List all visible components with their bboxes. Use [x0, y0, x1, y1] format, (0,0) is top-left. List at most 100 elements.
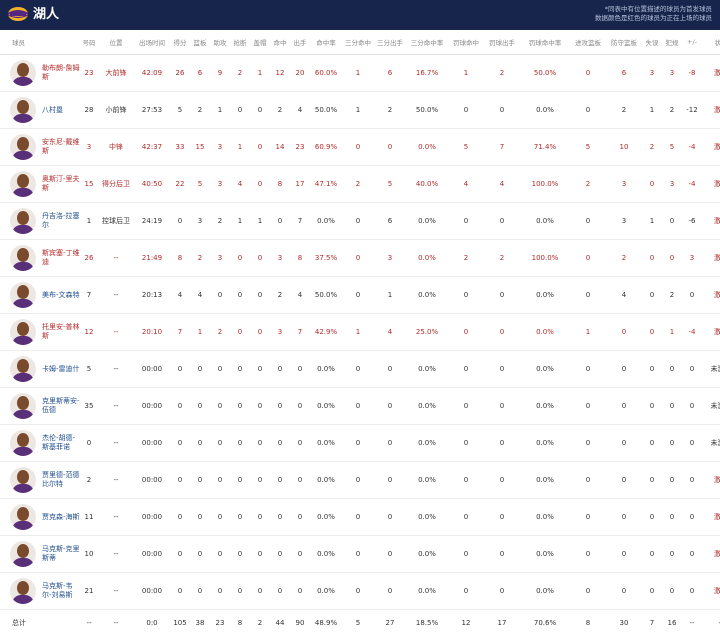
- cell-fgm: 14: [270, 129, 290, 166]
- column-header: 罚球命中: [448, 30, 484, 55]
- player-cell[interactable]: 克里斯蒂安-伍德: [0, 388, 80, 425]
- cell-num: 12: [80, 314, 98, 351]
- cell-blk: 0: [250, 314, 270, 351]
- player-name-link[interactable]: 贾里德-范德比尔特: [42, 471, 80, 489]
- cell-fgm: 3: [270, 240, 290, 277]
- cell-fgp: 47.1%: [310, 166, 342, 203]
- cell-tpm: 0: [342, 129, 374, 166]
- cell-ftm: 12: [448, 610, 484, 636]
- cell-dreb: 10: [606, 129, 642, 166]
- player-cell[interactable]: 八村塁: [0, 92, 80, 129]
- cell-min: 20:13: [134, 277, 170, 314]
- player-cell[interactable]: 卡姆-雷迪什: [0, 351, 80, 388]
- player-cell[interactable]: 勒布朗-詹姆斯: [0, 55, 80, 92]
- cell-ftp: 0.0%: [520, 388, 570, 425]
- cell-tpa: 0: [374, 499, 406, 536]
- cell-ftm: 1: [448, 55, 484, 92]
- cell-pts: 0: [170, 536, 190, 573]
- cell-pts: 0: [170, 203, 190, 240]
- player-cell[interactable]: 美布-文森特: [0, 277, 80, 314]
- cell-pos: --: [98, 462, 134, 499]
- player-name-link[interactable]: 卡姆-雷迪什: [42, 365, 80, 374]
- player-name-link[interactable]: 勒布朗-詹姆斯: [42, 64, 80, 82]
- cell-fgm: 0: [270, 203, 290, 240]
- cell-pos: --: [98, 240, 134, 277]
- cell-fga: 17: [290, 166, 310, 203]
- cell-ast: 0: [210, 425, 230, 462]
- column-header: 三分命中率: [406, 30, 448, 55]
- player-status: 激活: [702, 573, 720, 610]
- cell-blk: 0: [250, 462, 270, 499]
- cell-ftm: 0: [448, 92, 484, 129]
- player-name-link[interactable]: 杰伦-胡德-斯基菲诺: [42, 434, 80, 452]
- player-name-link[interactable]: 奥斯汀-里夫斯: [42, 175, 80, 193]
- player-cell[interactable]: 贾里德-范德比尔特: [0, 462, 80, 499]
- player-name-link[interactable]: 八村塁: [42, 106, 80, 115]
- cell-reb: 3: [190, 203, 210, 240]
- player-avatar: [10, 430, 36, 456]
- cell-fta: 0: [484, 425, 520, 462]
- cell-pm: 3: [682, 240, 702, 277]
- player-cell[interactable]: 马克斯-韦尔-刘易斯: [0, 573, 80, 610]
- cell-pts: 8: [170, 240, 190, 277]
- player-cell[interactable]: 斯宾塞-丁维迪: [0, 240, 80, 277]
- cell-stl: 0: [230, 351, 250, 388]
- cell-fgp: 0.0%: [310, 351, 342, 388]
- cell-ast: 3: [210, 129, 230, 166]
- player-name-link[interactable]: 马克斯-韦尔-刘易斯: [42, 582, 80, 600]
- player-name-link[interactable]: 安东尼-戴维斯: [42, 138, 80, 156]
- player-name-link[interactable]: 贾克森-海斯: [42, 513, 80, 522]
- player-cell[interactable]: 丹吉洛-拉塞尔: [0, 203, 80, 240]
- cell-pm: 0: [682, 462, 702, 499]
- player-name-link[interactable]: 丹吉洛-拉塞尔: [42, 212, 80, 230]
- cell-num: 28: [80, 92, 98, 129]
- cell-num: 35: [80, 388, 98, 425]
- cell-pts: 0: [170, 462, 190, 499]
- cell-blk: 0: [250, 92, 270, 129]
- cell-tpp: 16.7%: [406, 55, 448, 92]
- player-name-link[interactable]: 斯宾塞-丁维迪: [42, 249, 80, 267]
- cell-fgm: 0: [270, 388, 290, 425]
- player-status: 激活: [702, 314, 720, 351]
- player-cell[interactable]: 奥斯汀-里夫斯: [0, 166, 80, 203]
- cell-tov: 0: [642, 573, 662, 610]
- cell-tpp: 0.0%: [406, 499, 448, 536]
- player-cell[interactable]: 安东尼-戴维斯: [0, 129, 80, 166]
- cell-fta: 0: [484, 499, 520, 536]
- cell-ftm: 0: [448, 499, 484, 536]
- cell-dreb: 6: [606, 55, 642, 92]
- cell-stl: 1: [230, 129, 250, 166]
- player-name-link[interactable]: 美布-文森特: [42, 291, 80, 300]
- player-name-link[interactable]: 马克斯-克里斯蒂: [42, 545, 80, 563]
- cell-num: 11: [80, 499, 98, 536]
- player-cell[interactable]: 托里安-普林斯: [0, 314, 80, 351]
- player-status: 未激活: [702, 351, 720, 388]
- player-cell[interactable]: 贾克森-海斯: [0, 499, 80, 536]
- cell-tpm: 0: [342, 388, 374, 425]
- player-cell[interactable]: 马克斯-克里斯蒂: [0, 536, 80, 573]
- team-header: 湖人 *同表中有位置描述的球员为首发球员 数据颜色是红色的球员为正在上场的球员: [0, 0, 720, 30]
- player-name-link[interactable]: 克里斯蒂安-伍德: [42, 397, 80, 415]
- cell-num: 7: [80, 277, 98, 314]
- cell-fgm: 3: [270, 314, 290, 351]
- cell-reb: 5: [190, 166, 210, 203]
- player-status: 未激活: [702, 425, 720, 462]
- player-cell[interactable]: 杰伦-胡德-斯基菲诺: [0, 425, 80, 462]
- cell-fgp: 0.0%: [310, 462, 342, 499]
- player-name-link[interactable]: 托里安-普林斯: [42, 323, 80, 341]
